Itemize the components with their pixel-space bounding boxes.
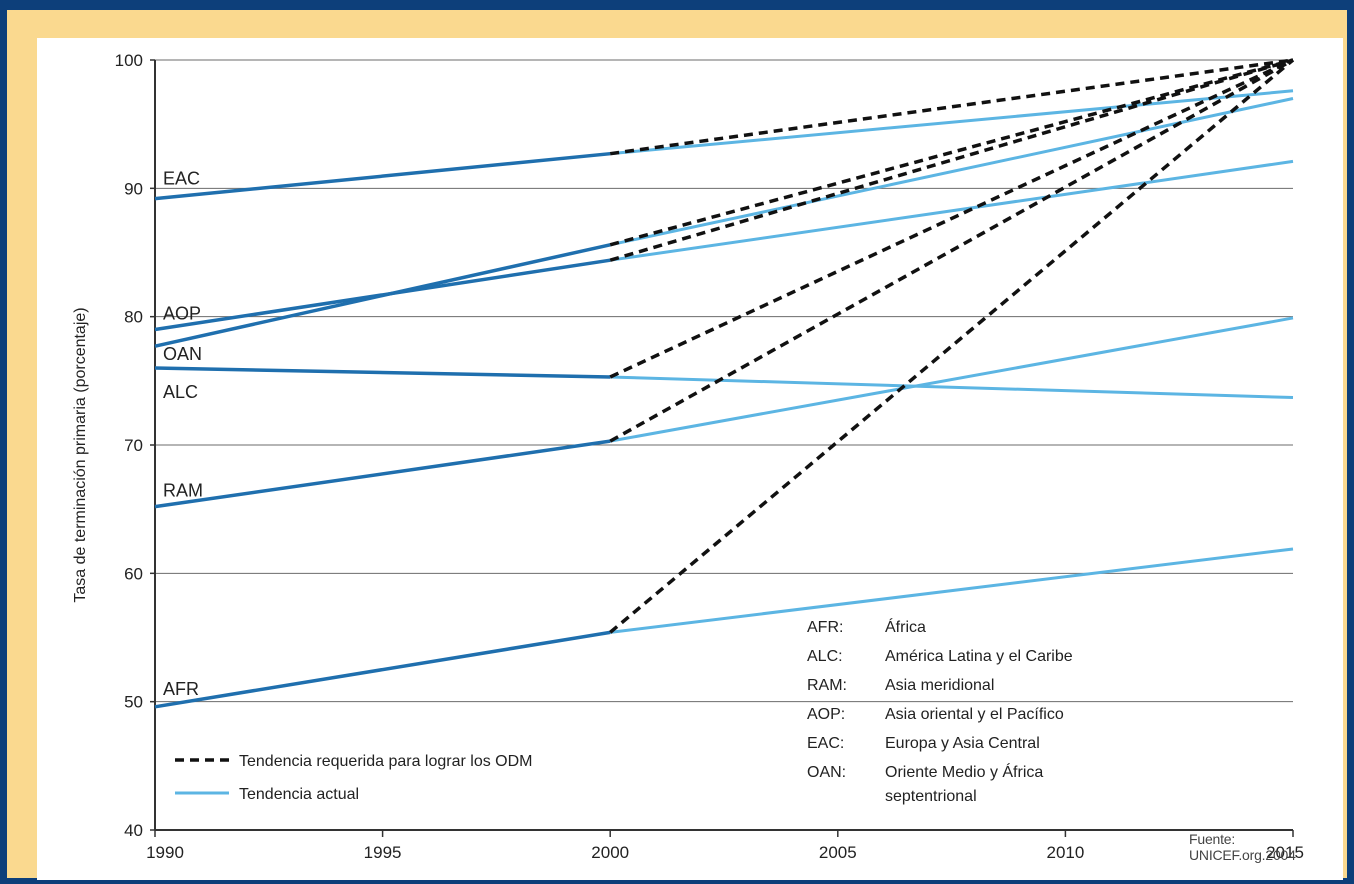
y-tick-label-100: 100 [115, 51, 143, 70]
source-note: Fuente: UNICEF.org.2004 [1189, 831, 1296, 863]
legend-label-required: Tendencia requerida para lograr los ODM [239, 753, 532, 770]
axes: 40 50 60 70 80 90 100 1990 1995 2000 2005 2010 2015 T… [72, 51, 1304, 862]
abbr-name-ram: Asia meridional [885, 677, 994, 694]
y-axis-title: Tasa de terminación primaria (porcentaje… [72, 307, 89, 602]
required-trend-alc [609, 58, 1294, 379]
abbr-code-aop: AOP: [807, 706, 845, 723]
region-label-alc: ALC [163, 382, 198, 402]
region-label-afr: AFR [163, 679, 199, 699]
actual-trend-alc [610, 375, 1294, 400]
required-trend-aop [609, 58, 1294, 262]
actual-trend-ram [609, 316, 1294, 443]
region-label-aop: AOP [163, 304, 201, 324]
abbr-code-oan: OAN: [807, 764, 846, 781]
required-trend-afr [609, 58, 1295, 634]
actual-trend-afr [610, 547, 1294, 634]
x-tick-label-2005: 2005 [819, 843, 857, 862]
y-tick-label-50: 50 [124, 693, 143, 712]
x-tick-label-2000: 2000 [591, 843, 629, 862]
observed-line-alc [154, 366, 611, 379]
abbr-name-oan: Oriente Medio y África [885, 762, 1043, 781]
y-tick-label-70: 70 [124, 436, 143, 455]
region-label-oan: OAN [163, 344, 202, 364]
required-trend-oan [609, 58, 1294, 247]
abbr-name-line2-oan: septentrional [885, 788, 977, 805]
region-label-eac: EAC [163, 169, 200, 189]
actual-trend-eac [610, 89, 1294, 156]
actual-trend-oan [609, 97, 1294, 247]
x-tick-label-2010: 2010 [1046, 843, 1084, 862]
legend: Tendencia requerida para lograr los ODM T… [175, 753, 532, 803]
abbr-code-eac: EAC: [807, 735, 844, 752]
observed-line-afr [154, 630, 611, 709]
abbr-name-alc: América Latina y el Caribe [885, 648, 1073, 665]
x-tick-label-1995: 1995 [364, 843, 402, 862]
series [154, 58, 1295, 709]
observed-line-oan [154, 243, 611, 348]
series-labels: EAC AOP OAN ALC RAM AFR [163, 169, 203, 699]
y-tick-label-90: 90 [124, 179, 143, 198]
abbr-code-ram: RAM: [807, 677, 847, 694]
y-tick-label-80: 80 [124, 308, 143, 327]
abbr-code-alc: ALC: [807, 648, 843, 665]
abbr-name-afr: África [885, 617, 926, 636]
abbr-code-afr: AFR: [807, 619, 843, 636]
actual-trend-aop [609, 159, 1294, 262]
abbreviation-key: AFR: África ALC: América Latina y el Caribe… [807, 617, 1073, 805]
y-tick-label-40: 40 [124, 821, 143, 840]
chart-mat: 40 50 60 70 80 90 100 1990 1995 2000 2005 2010 2015 T… [7, 10, 1347, 880]
abbr-name-aop: Asia oriental y el Pacífico [885, 706, 1064, 723]
y-tick-label-60: 60 [124, 564, 143, 583]
legend-label-actual: Tendencia actual [239, 786, 359, 803]
line-chart: 40 50 60 70 80 90 100 1990 1995 2000 2005 2010 2015 T… [72, 51, 1304, 862]
region-label-ram: RAM [163, 481, 203, 501]
observed-line-eac [154, 151, 611, 201]
x-tick-label-2015: 2015 [1266, 843, 1304, 862]
required-trend-ram [609, 58, 1294, 443]
gridlines [155, 59, 1293, 703]
chart-panel: 40 50 60 70 80 90 100 1990 1995 2000 2005 2010 2015 T… [37, 38, 1343, 880]
x-tick-label-1990: 1990 [146, 843, 184, 862]
required-trend-eac [609, 58, 1294, 156]
abbr-name-eac: Europa y Asia Central [885, 735, 1040, 752]
observed-line-ram [154, 439, 611, 509]
